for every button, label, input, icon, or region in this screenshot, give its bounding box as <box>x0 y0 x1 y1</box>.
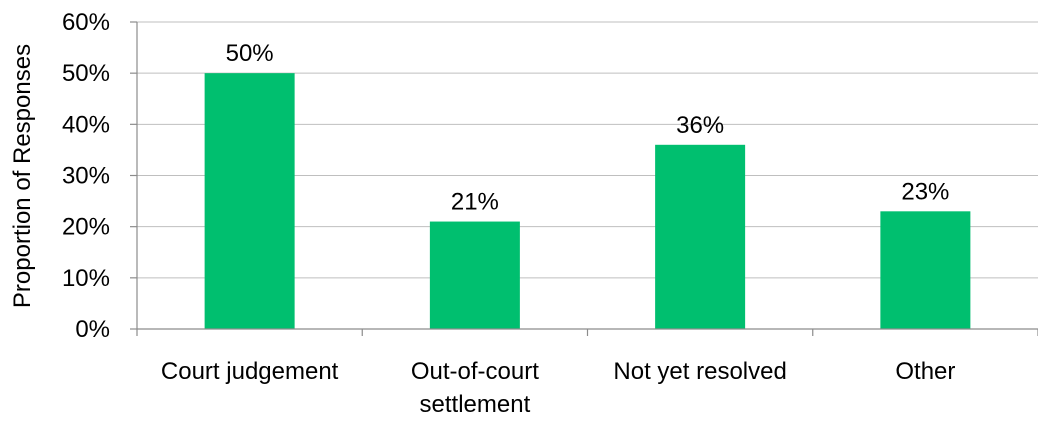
y-tick-label: 0% <box>75 316 110 343</box>
y-tick-label: 60% <box>62 9 110 36</box>
x-category-label: Not yet resolved <box>613 358 786 385</box>
bar <box>429 221 520 329</box>
bar <box>204 73 295 330</box>
labels: 0% 10% 20% 30% 40% 50% 60% 50% Court judgement 21… <box>62 9 955 418</box>
data-label: 21% <box>451 189 499 216</box>
data-label: 23% <box>901 178 949 205</box>
axes <box>130 21 1038 336</box>
bar <box>655 144 746 329</box>
y-tick-label: 20% <box>62 214 110 241</box>
y-axis-title: Proportion of Responses <box>9 44 36 308</box>
data-label: 50% <box>226 40 274 67</box>
y-tick-label: 10% <box>62 265 110 292</box>
y-tick-label: 50% <box>62 60 110 87</box>
y-tick-label: 30% <box>62 163 110 190</box>
x-category-label: Out-of-court settlement <box>411 358 539 418</box>
x-category-label: Court judgement <box>161 358 339 385</box>
x-category-label: Other <box>895 358 955 385</box>
bar <box>880 211 971 329</box>
y-tick-label: 40% <box>62 111 110 138</box>
data-label: 36% <box>676 112 724 139</box>
bars <box>204 73 971 330</box>
